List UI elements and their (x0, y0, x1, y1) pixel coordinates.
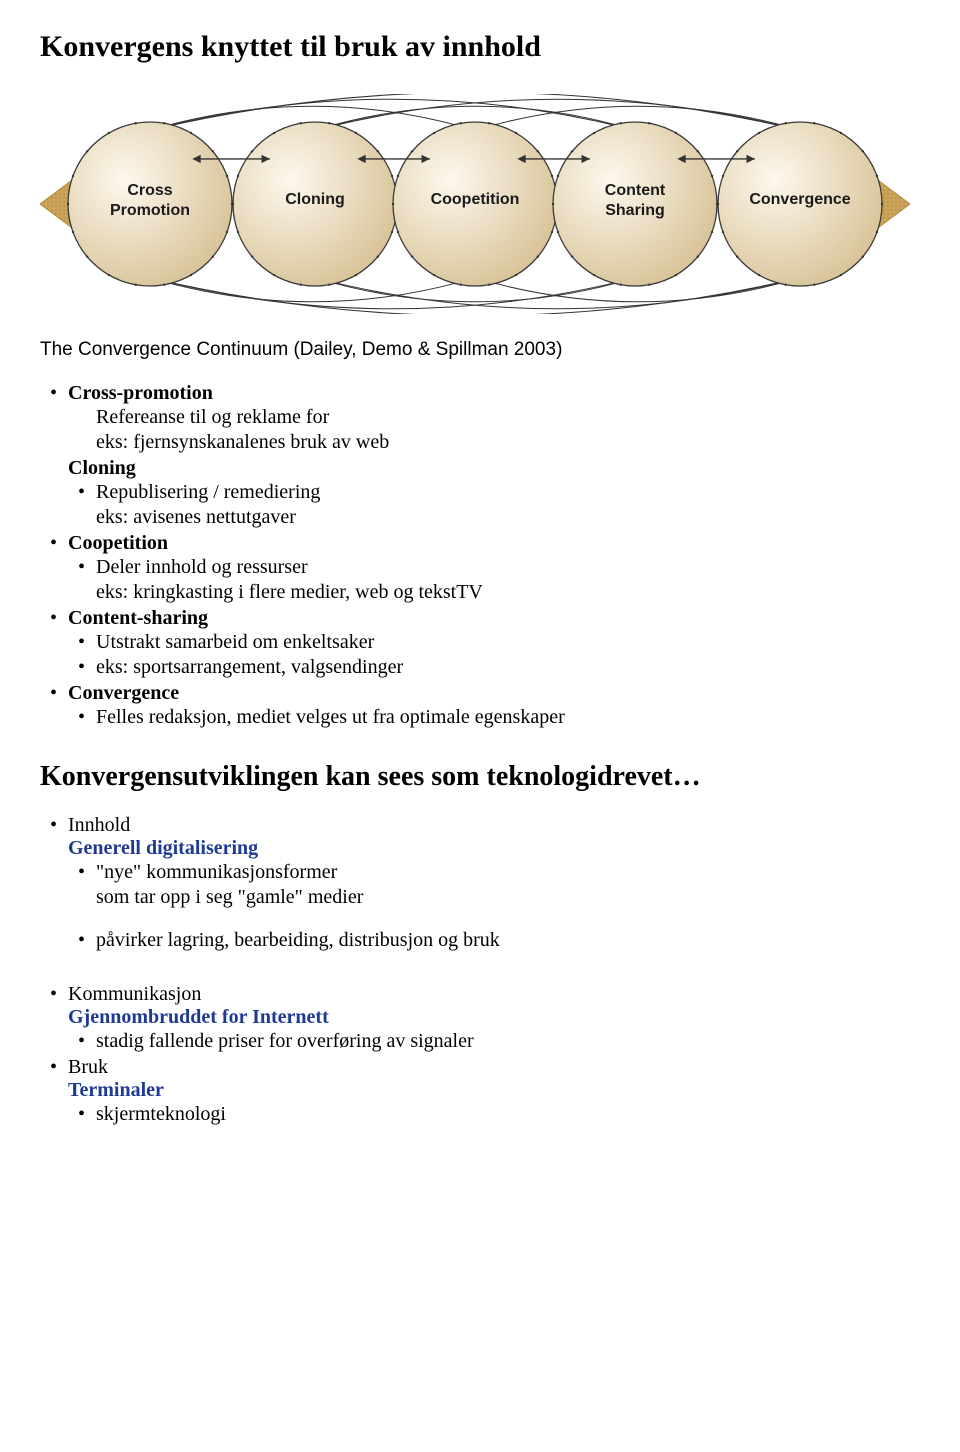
diagram-svg: Cross Promotion Cloning Coopetition Content S… (40, 94, 910, 314)
svg-text:Promotion: Promotion (110, 202, 190, 219)
concept-head: Content-sharing (68, 607, 208, 629)
drivers-list: InnholdGenerell digitalisering"nye" komm… (40, 813, 920, 1128)
concept-item: CoopetitionDeler innhold og ressursereks… (68, 531, 920, 606)
convergence-diagram: Cross Promotion Cloning Coopetition Content S… (40, 94, 920, 314)
driver-sub: Gjennombruddet for Internett (68, 1006, 329, 1028)
concept-detail: Felles redaksjon, mediet velges ut fra o… (96, 705, 920, 730)
driver-sub: Generell digitalisering (68, 837, 258, 859)
driver-detail: "nye" kommunikasjonsformer (96, 860, 920, 885)
concept-detail: Utstrakt samarbeid om enkeltsaker (96, 630, 920, 655)
concept-detail: Deler innhold og ressurser (96, 555, 920, 580)
concept-detail: eks: sportsarrangement, valgsendinger (96, 655, 920, 680)
concept-list: Cross-promotionRefereanse til og reklame… (40, 381, 920, 731)
svg-text:Coopetition: Coopetition (431, 191, 520, 208)
driver-detail: stadig fallende priser for overføring av… (96, 1029, 920, 1054)
concept-head: Cloning (68, 457, 136, 479)
driver-item: KommunikasjonGjennombruddet for Internet… (68, 982, 920, 1055)
svg-text:Cloning: Cloning (285, 191, 345, 208)
concept-detail: eks: kringkasting i flere medier, web og… (96, 580, 920, 605)
concept-item: ConvergenceFelles redaksjon, mediet velg… (68, 681, 920, 731)
concept-detail: Refereanse til og reklame for (96, 405, 920, 430)
driver-item: InnholdGenerell digitalisering"nye" komm… (68, 813, 920, 954)
concept-detail: eks: avisenes nettutgaver (96, 505, 920, 530)
concept-head: Cross-promotion (68, 382, 213, 404)
driver-detail: skjermteknologi (96, 1102, 920, 1127)
concept-head: Coopetition (68, 532, 168, 554)
driver-detail: påvirker lagring, bearbeiding, distribus… (96, 928, 920, 953)
svg-text:Convergence: Convergence (749, 191, 850, 208)
svg-text:Content: Content (605, 182, 666, 199)
page-title: Konvergens knyttet til bruk av innhold (40, 30, 920, 64)
driver-detail: som tar opp i seg "gamle" medier (96, 885, 920, 910)
concept-head: Convergence (68, 682, 179, 704)
svg-text:Sharing: Sharing (605, 202, 665, 219)
driver-item: BrukTerminalerskjermteknologi (68, 1055, 920, 1128)
driver-head: Kommunikasjon (68, 983, 201, 1005)
driver-head: Innhold (68, 814, 130, 836)
concept-detail: eks: fjernsynskanalenes bruk av web (96, 430, 920, 455)
svg-text:Cross: Cross (127, 182, 172, 199)
driver-head: Bruk (68, 1056, 108, 1078)
concept-detail: Republisering / remediering (96, 480, 920, 505)
diagram-caption: The Convergence Continuum (Dailey, Demo … (40, 339, 920, 361)
section-heading-2: Konvergensutviklingen kan sees som tekno… (40, 761, 920, 793)
driver-sub: Terminaler (68, 1079, 164, 1101)
concept-item: Content-sharingUtstrakt samarbeid om enk… (68, 606, 920, 681)
concept-item: Cross-promotionRefereanse til og reklame… (68, 381, 920, 456)
concept-item: CloningRepublisering / remedieringeks: a… (68, 456, 920, 531)
